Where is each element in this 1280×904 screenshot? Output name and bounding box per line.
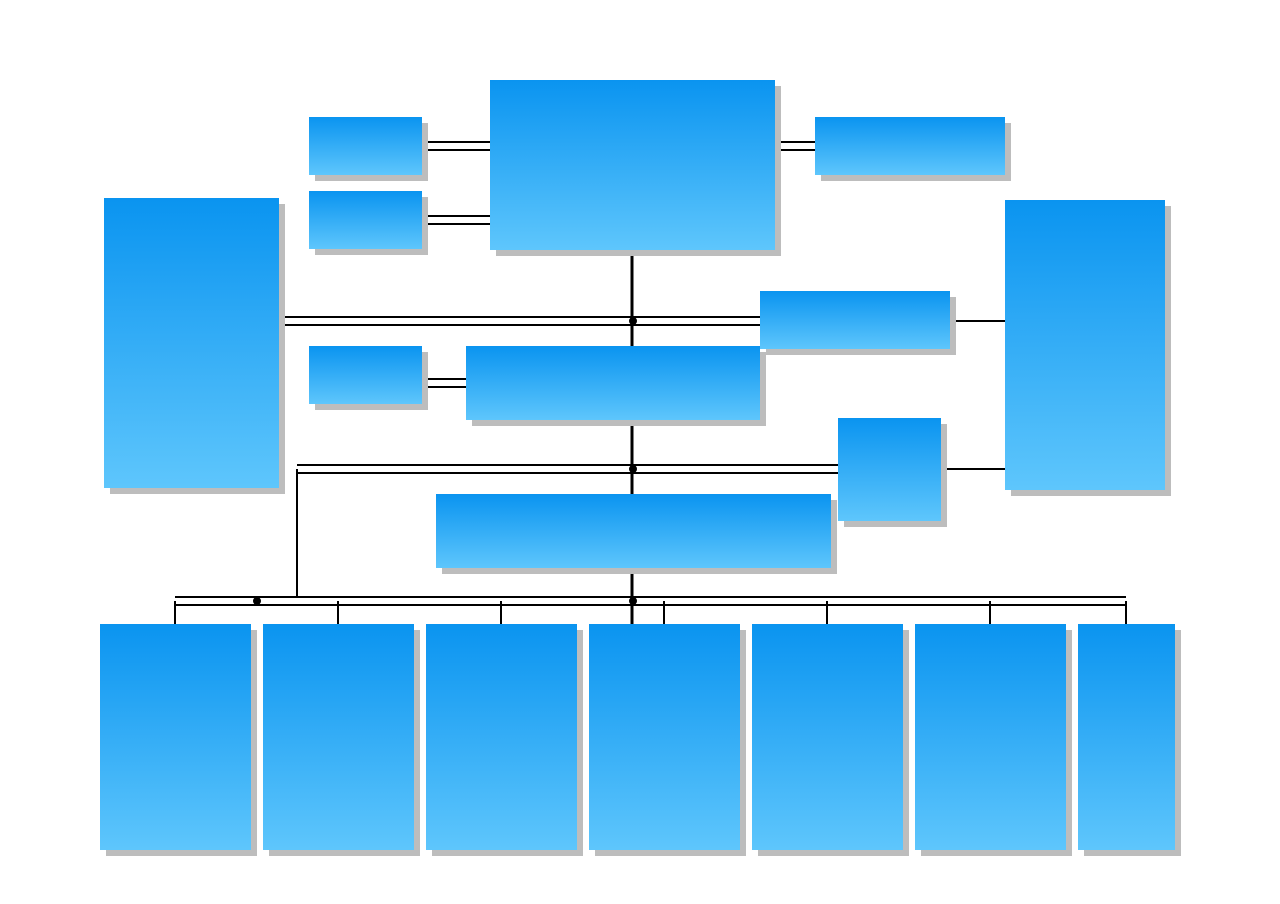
- node-top: [490, 80, 775, 250]
- node-square: [838, 418, 941, 521]
- node-top-left-a: [309, 117, 422, 175]
- node-mid-left: [309, 346, 422, 404]
- node-leaf-7: [1078, 624, 1175, 850]
- node-leaf-5: [752, 624, 903, 850]
- node-top-left-b: [309, 191, 422, 249]
- node-leaf-3: [426, 624, 577, 850]
- node-side-left: [104, 198, 279, 488]
- node-leaf-4: [589, 624, 740, 850]
- node-bar: [436, 494, 831, 568]
- node-top-right: [815, 117, 1005, 175]
- node-leaf-1: [100, 624, 251, 850]
- node-leaf-2: [263, 624, 414, 850]
- org-chart-diagram: [0, 0, 1280, 904]
- node-leaf-6: [915, 624, 1066, 850]
- node-mid-center: [466, 346, 760, 420]
- node-mid-right: [760, 291, 950, 349]
- node-side-right: [1005, 200, 1165, 490]
